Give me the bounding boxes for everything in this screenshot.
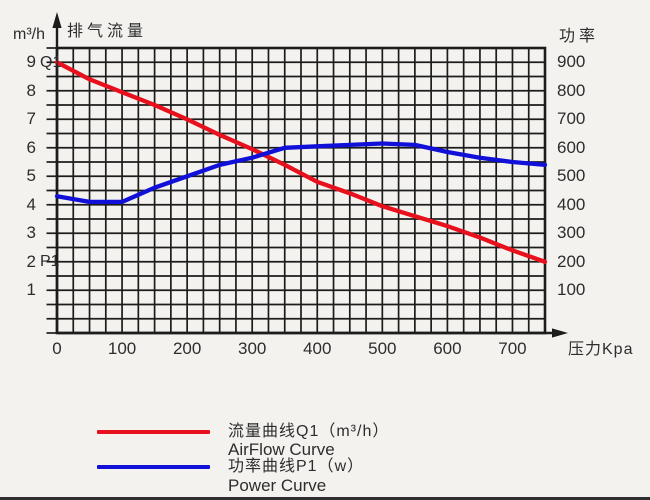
- y-right-tick-100: 100: [557, 280, 586, 300]
- x-tick-500: 500: [368, 339, 397, 358]
- y-right-tick-900: 900: [557, 52, 586, 72]
- y-right-tick-200: 200: [557, 251, 586, 271]
- left-axis-unit-label: m³/h: [13, 26, 45, 43]
- y-left-tick-1: 1: [26, 280, 36, 300]
- x-tick-300: 300: [238, 339, 267, 358]
- y-right-tick-600: 600: [557, 137, 586, 157]
- y-left-tick-2: 2: [26, 251, 36, 271]
- y-left-tick-7: 7: [26, 109, 36, 129]
- y-left-tick-5: 5: [26, 166, 36, 186]
- legend-label-airflow-en: AirFlow Curve: [228, 440, 335, 459]
- bottom-border-line: [0, 497, 650, 500]
- y-left-tick-4: 4: [26, 194, 36, 214]
- legend-swatch-airflow: [97, 430, 210, 434]
- y-right-tick-300: 300: [557, 223, 586, 243]
- y-left-tick-8: 8: [26, 80, 36, 100]
- y-right-tick-500: 500: [557, 166, 586, 186]
- y-left-tick-6: 6: [26, 137, 36, 157]
- x-axis-title: 压力Kpa: [568, 341, 634, 358]
- q1-curve-start-label: Q1: [40, 54, 62, 71]
- p1-curve-start-label: P1: [40, 253, 60, 270]
- legend-label-airflow-zh: 流量曲线Q1（m³/h）: [228, 423, 390, 440]
- y-left-tick-3: 3: [26, 223, 36, 243]
- x-tick-400: 400: [303, 339, 332, 358]
- legend-swatch-power: [97, 465, 210, 469]
- y-left-tick-9: 9: [26, 52, 36, 72]
- x-tick-700: 700: [498, 339, 527, 358]
- y-right-tick-700: 700: [557, 109, 586, 129]
- legend-label-power-zh: 功率曲线P1（w）: [228, 458, 365, 475]
- x-tick-0: 0: [52, 339, 62, 358]
- y-right-tick-400: 400: [557, 194, 586, 214]
- x-tick-200: 200: [172, 339, 202, 358]
- y-right-tick-800: 800: [557, 80, 586, 100]
- legend-label-power-en: Power Curve: [228, 476, 327, 495]
- right-axis-title: 功率: [559, 28, 600, 45]
- x-tick-600: 600: [433, 339, 462, 358]
- x-tick-100: 100: [107, 339, 137, 358]
- left-axis-title: 排气流量: [67, 23, 148, 40]
